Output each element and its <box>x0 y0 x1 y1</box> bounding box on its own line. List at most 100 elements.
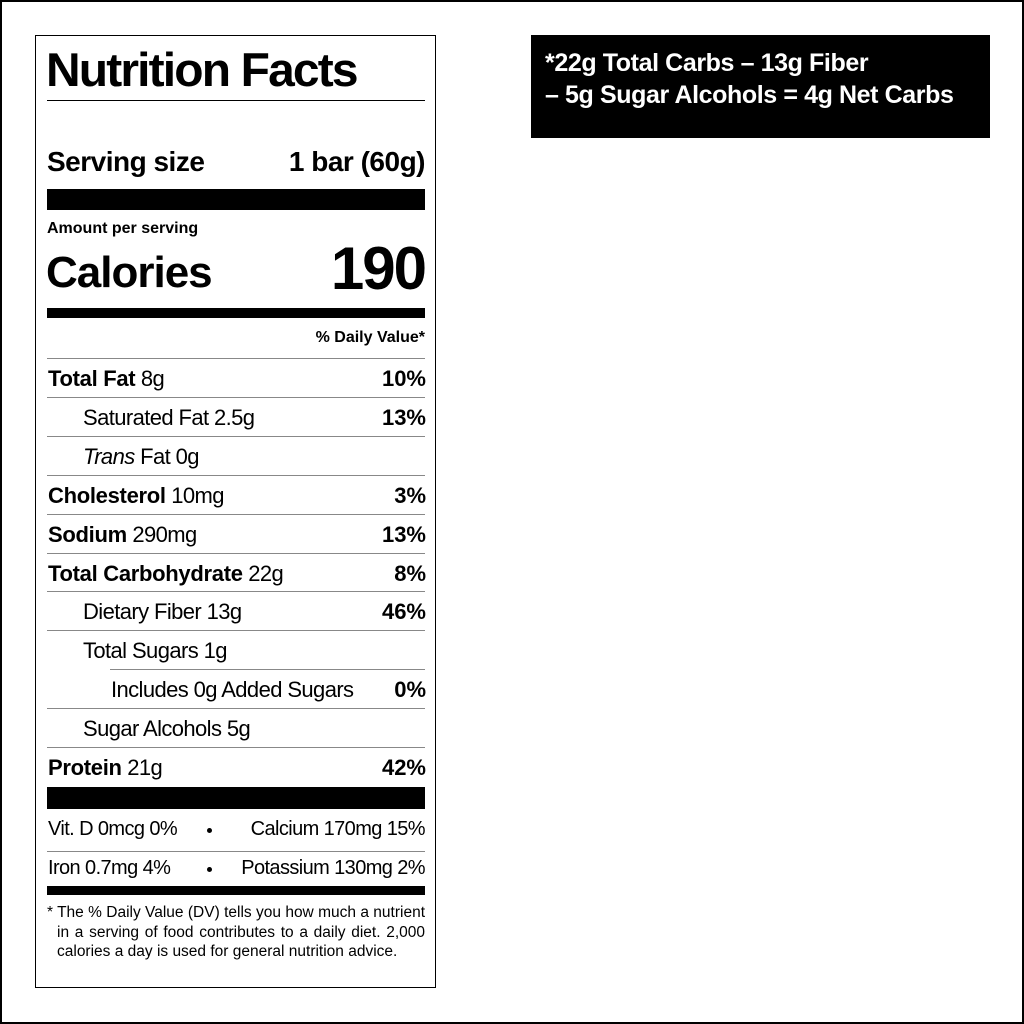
nutrient-amount: 1g <box>203 638 228 664</box>
nutrition-label: Nutrition Facts Serving size 1 bar (60g)… <box>35 35 436 988</box>
nutrient-name-text: Sugar Alcohols <box>83 716 222 742</box>
label-title: Nutrition Facts <box>46 43 359 96</box>
nutrient-name: Includes 0g Added Sugars <box>111 677 354 703</box>
nutrient-row: Sodium 290mg 13% <box>48 514 426 553</box>
rule <box>47 513 425 515</box>
nutrient-name-text: Total Fat <box>48 366 136 391</box>
nutrient-row: Total Sugars 1g <box>48 630 426 669</box>
note-line: – 5g Sugar Alcohols = 4g Net Carbs <box>545 81 954 109</box>
nutrient-dv: 42% <box>381 755 426 780</box>
thick-rule <box>47 886 425 895</box>
nutrient-row: Includes 0g Added Sugars 0% <box>48 669 426 708</box>
nutrient-dv: 3% <box>394 482 426 508</box>
nutrient-row: Protein 21g 42% <box>48 747 426 786</box>
nutrient-amount: 10mg <box>171 482 224 508</box>
nutrient-name-text: Saturated Fat <box>83 404 209 430</box>
micro-amount: 0mcg <box>97 818 145 840</box>
micro-dv: 4% <box>142 857 171 879</box>
nutrient-row: Total Fat 8g 10% <box>48 358 426 397</box>
nutrient-dv: 0% <box>394 677 426 703</box>
rule <box>110 669 425 671</box>
micro-name: Potassium <box>241 857 330 879</box>
rule <box>47 708 425 710</box>
nutrient-name: Total Carbohydrate 22g <box>48 560 284 587</box>
nutrient-amount: 22g <box>248 560 284 586</box>
serving-value: 1 bar (60g) <box>288 146 426 177</box>
thick-rule <box>47 787 425 809</box>
rule <box>47 552 425 554</box>
micronutrient: Calcium 170mg 15% <box>250 818 426 841</box>
nutrient-amount: 8g <box>140 366 165 391</box>
rule <box>47 630 425 632</box>
nutrient-name: Protein 21g <box>48 755 163 781</box>
thick-rule <box>47 189 425 210</box>
nutrient-name-text: Protein <box>48 755 122 780</box>
amount-per-serving: Amount per serving <box>47 220 199 237</box>
nutrient-row: Total Carbohydrate 22g 8% <box>48 553 426 592</box>
nutrient-name: Total Sugars 1g <box>83 638 227 664</box>
nutrient-row: Sugar Alcohols 5g <box>48 708 426 747</box>
rule <box>47 435 425 437</box>
nutrient-amount: 2.5g <box>214 404 255 430</box>
nutrient-name: Sodium 290mg <box>48 522 197 548</box>
nutrient-dv: 13% <box>381 404 426 430</box>
nutrient-name: Trans Fat 0g <box>83 443 200 470</box>
serving-label: Serving size <box>47 146 205 177</box>
bullet <box>207 867 212 872</box>
nutrient-name-text: Includes 0g Added Sugars <box>111 677 354 703</box>
micro-amount: 0.7mg <box>85 857 138 879</box>
nutrient-name-italic: Trans <box>83 443 135 469</box>
rule <box>47 396 425 398</box>
thick-rule <box>47 308 425 318</box>
nutrient-name-text: Cholesterol <box>48 482 166 508</box>
nutrient-name: Sugar Alcohols 5g <box>83 716 251 742</box>
micro-amount: 170mg <box>323 818 383 840</box>
calories-value: 190 <box>330 235 427 302</box>
nutrient-name: Total Fat 8g <box>48 366 165 392</box>
bullet <box>207 828 212 833</box>
micro-dv: 15% <box>386 818 426 840</box>
nutrient-name: Dietary Fiber 13g <box>83 599 242 625</box>
rule <box>47 747 425 748</box>
micronutrient: Iron 0.7mg 4% <box>48 857 171 880</box>
micro-amount: 130mg <box>334 857 393 879</box>
nutrient-row: Cholesterol 10mg 3% <box>48 475 426 514</box>
note-line: *22g Total Carbs – 13g Fiber <box>545 49 869 77</box>
rule <box>47 591 425 593</box>
nutrient-amount: 0g <box>175 443 200 469</box>
rule <box>47 851 425 852</box>
micro-name: Vit. D <box>48 818 94 840</box>
nutrient-dv: 13% <box>381 521 426 547</box>
nutrient-dv: 8% <box>394 560 426 586</box>
micro-name: Calcium <box>250 818 320 840</box>
calories-label: Calories <box>46 248 213 297</box>
nutrient-amount: 5g <box>226 716 251 742</box>
micronutrient: Vit. D 0mcg 0% <box>48 818 178 841</box>
micro-name: Iron <box>48 857 81 879</box>
rule <box>47 358 425 359</box>
micro-dv: 0% <box>149 818 178 840</box>
nutrient-name: Saturated Fat 2.5g <box>83 404 255 431</box>
nutrient-name-text: Total Carbohydrate <box>48 560 243 586</box>
nutrient-row: Saturated Fat 2.5g 13% <box>48 397 426 436</box>
micro-dv: 2% <box>397 857 425 879</box>
nutrient-dv: 46% <box>381 599 426 625</box>
rule <box>47 474 425 476</box>
nutrient-amount: 21g <box>127 755 163 780</box>
nutrient-name-text: Fat <box>140 443 171 469</box>
daily-value-header: % Daily Value* <box>315 329 425 346</box>
nutrient-name-text: Dietary Fiber <box>83 599 202 625</box>
nutrient-dv: 10% <box>381 366 426 391</box>
micronutrient: Potassium 130mg 2% <box>241 857 425 880</box>
rule <box>47 100 425 101</box>
net-carbs-note: *22g Total Carbs – 13g Fiber – 5g Sugar … <box>531 35 990 138</box>
nutrient-name-text: Total Sugars <box>83 638 199 664</box>
nutrient-name-text: Sodium <box>48 521 127 547</box>
nutrient-row: Dietary Fiber 13g 46% <box>48 591 426 630</box>
nutrient-name: Cholesterol 10mg <box>48 483 224 509</box>
footnote: * The % Daily Value (DV) tells you how m… <box>47 904 425 960</box>
nutrient-amount: 290mg <box>132 521 197 547</box>
nutrient-amount: 13g <box>206 599 243 625</box>
